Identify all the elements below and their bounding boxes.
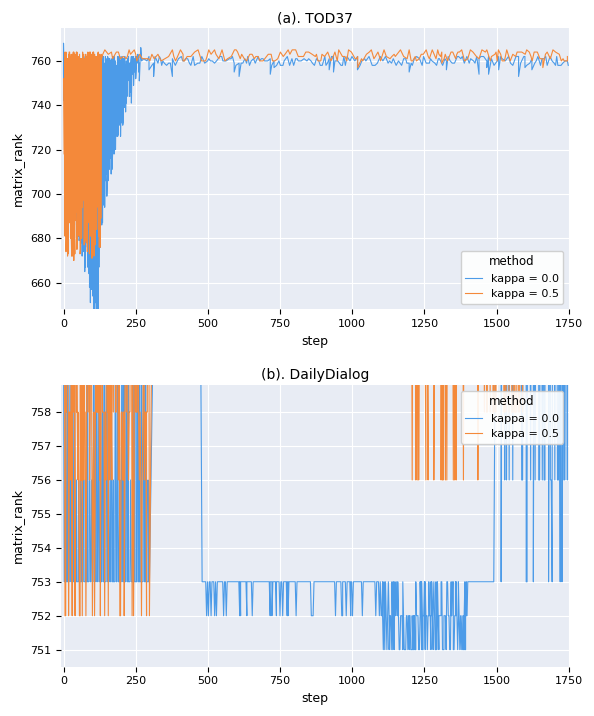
kappa = 0.0 [114, 52, 121, 61]
kappa = 0.0 [137, 52, 144, 61]
kappa = 0.0 [61, 578, 68, 586]
kappa = 0.5 [496, 102, 503, 111]
Line: kappa = 0.5: kappa = 0.5 [64, 50, 567, 261]
Title: (b). DailyDialog: (b). DailyDialog [261, 369, 369, 382]
kappa = 0.5 [479, 102, 486, 111]
kappa = 0.5 [70, 256, 77, 265]
kappa = 0.5 [86, 196, 93, 205]
kappa = 0.0 [60, 70, 67, 79]
kappa = 0.0 [565, 61, 572, 69]
kappa = 0.5 [318, 170, 326, 179]
kappa = 0.5 [205, 46, 212, 54]
Line: kappa = 0.0: kappa = 0.0 [64, 107, 567, 649]
kappa = 0.5 [521, 102, 528, 111]
kappa = 0.0 [90, 305, 97, 314]
Line: kappa = 0.5: kappa = 0.5 [64, 107, 568, 616]
kappa = 0.0 [493, 102, 500, 111]
kappa = 0.5 [412, 204, 419, 213]
kappa = 0.0 [248, 57, 255, 65]
kappa = 0.0 [369, 61, 376, 69]
Line: kappa = 0.0: kappa = 0.0 [64, 43, 568, 309]
kappa = 0.0 [439, 645, 446, 654]
kappa = 0.5 [564, 52, 571, 61]
kappa = 0.5 [321, 52, 328, 61]
kappa = 0.0 [128, 99, 135, 107]
kappa = 0.0 [564, 102, 571, 111]
kappa = 0.5 [61, 611, 68, 620]
kappa = 0.0 [380, 645, 387, 654]
kappa = 0.5 [60, 170, 67, 179]
Y-axis label: matrix_rank: matrix_rank [11, 131, 24, 206]
kappa = 0.5 [422, 170, 429, 179]
kappa = 0.0 [435, 611, 442, 620]
kappa = 0.0 [67, 52, 74, 61]
kappa = 0.5 [89, 236, 96, 245]
kappa = 0.5 [60, 74, 67, 83]
Title: (a). TOD37: (a). TOD37 [277, 11, 353, 25]
kappa = 0.5 [97, 611, 104, 620]
Legend: kappa = 0.0, kappa = 0.5: kappa = 0.0, kappa = 0.5 [461, 251, 563, 304]
kappa = 0.0 [60, 39, 67, 47]
X-axis label: step: step [301, 692, 328, 705]
kappa = 0.0 [411, 611, 418, 620]
kappa = 0.5 [148, 50, 156, 59]
kappa = 0.0 [60, 340, 67, 349]
Legend: kappa = 0.0, kappa = 0.5: kappa = 0.0, kappa = 0.5 [461, 390, 563, 443]
X-axis label: step: step [301, 334, 328, 347]
kappa = 0.0 [106, 475, 113, 484]
Y-axis label: matrix_rank: matrix_rank [11, 488, 24, 563]
kappa = 0.5 [564, 102, 571, 111]
kappa = 0.0 [85, 578, 92, 586]
kappa = 0.5 [93, 225, 100, 233]
kappa = 0.5 [101, 46, 108, 54]
